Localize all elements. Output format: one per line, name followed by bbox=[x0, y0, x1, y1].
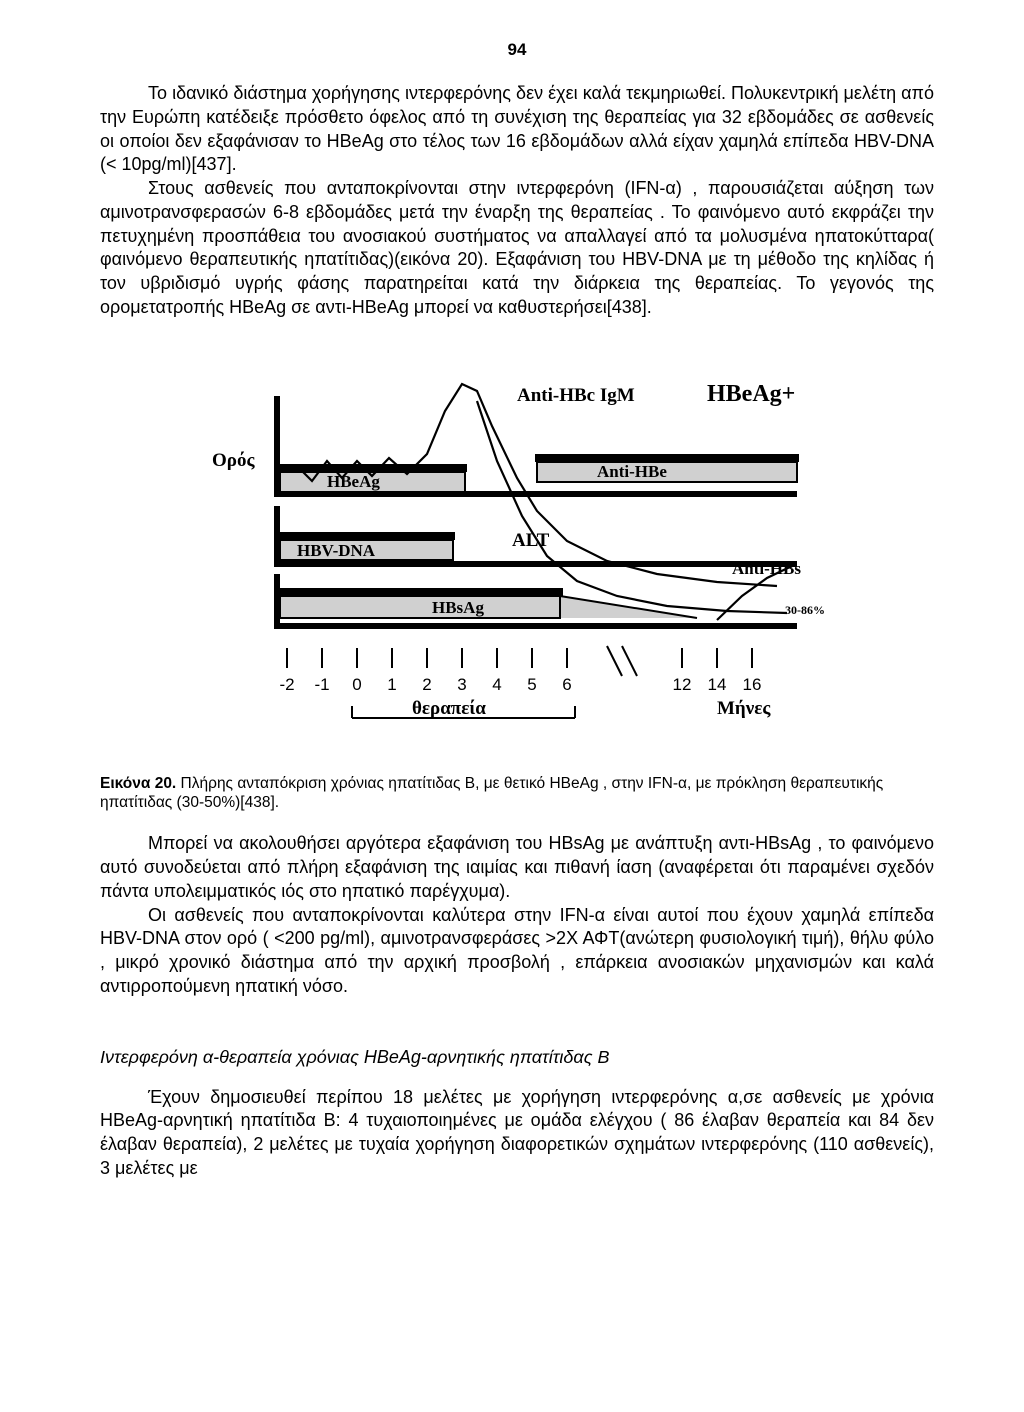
subheading-ifn: Ιντερφερόνη α-θεραπεία χρόνιας HBeAg-αρν… bbox=[100, 1047, 934, 1068]
svg-text:-1: -1 bbox=[314, 675, 329, 694]
svg-text:6: 6 bbox=[562, 675, 571, 694]
svg-text:12: 12 bbox=[673, 675, 692, 694]
label-hbeag: HBeAg bbox=[327, 472, 380, 491]
label-hbsag: HBsAg bbox=[432, 598, 484, 617]
label-anti-hbc: Anti-HBc IgM bbox=[517, 385, 635, 406]
label-months: Μήνες bbox=[717, 698, 771, 719]
svg-text:-2: -2 bbox=[279, 675, 294, 694]
figure-20-caption-text: Πλήρης ανταπόκριση χρόνιας ηπατίτιδας Β,… bbox=[100, 775, 883, 811]
paragraph-1: Το ιδανικό διάστημα χορήγησης ιντερφερόν… bbox=[100, 82, 934, 177]
label-oros: Ορός bbox=[212, 450, 255, 471]
figure-20-caption-bold: Εικόνα 20. bbox=[100, 775, 176, 792]
svg-text:16: 16 bbox=[743, 675, 762, 694]
page: 94 Το ιδανικό διάστημα χορήγησης ιντερφε… bbox=[0, 0, 1024, 1241]
svg-text:14: 14 bbox=[708, 675, 727, 694]
paragraph-4: Οι ασθενείς που ανταποκρίνονται καλύτερα… bbox=[100, 904, 934, 999]
svg-text:3: 3 bbox=[457, 675, 466, 694]
label-anti-hbe: Anti-HBe bbox=[597, 462, 667, 481]
label-pct: 30-86% bbox=[785, 603, 825, 617]
figure-20-caption: Εικόνα 20. Πλήρης ανταπόκριση χρόνιας ηπ… bbox=[100, 774, 934, 813]
svg-text:0: 0 bbox=[352, 675, 361, 694]
page-number: 94 bbox=[100, 40, 934, 60]
svg-text:5: 5 bbox=[527, 675, 536, 694]
svg-text:1: 1 bbox=[387, 675, 396, 694]
label-therapy-bracket: θεραπεία bbox=[412, 698, 486, 719]
figure-20-svg: Anti-HBc IgM HBeAg+ Ορός HBeAg Anti-HBe … bbox=[177, 366, 857, 756]
label-hbv-dna: HBV-DNA bbox=[297, 541, 376, 560]
svg-text:4: 4 bbox=[492, 675, 501, 694]
paragraph-3: Μπορεί να ακολουθήσει αργότερα εξαφάνιση… bbox=[100, 832, 934, 903]
x-axis-ticks: -2-10123456121416 bbox=[279, 648, 761, 694]
label-hbeag-plus: HBeAg+ bbox=[707, 381, 795, 407]
label-alt: ALT bbox=[512, 530, 550, 551]
label-anti-hbs: Anti-HBs bbox=[732, 559, 801, 578]
svg-text:2: 2 bbox=[422, 675, 431, 694]
paragraph-2: Στους ασθενείς που ανταποκρίνονται στην … bbox=[100, 177, 934, 320]
figure-20: Anti-HBc IgM HBeAg+ Ορός HBeAg Anti-HBe … bbox=[100, 366, 934, 756]
paragraph-5: Έχουν δημοσιευθεί περίπου 18 μελέτες με … bbox=[100, 1086, 934, 1181]
